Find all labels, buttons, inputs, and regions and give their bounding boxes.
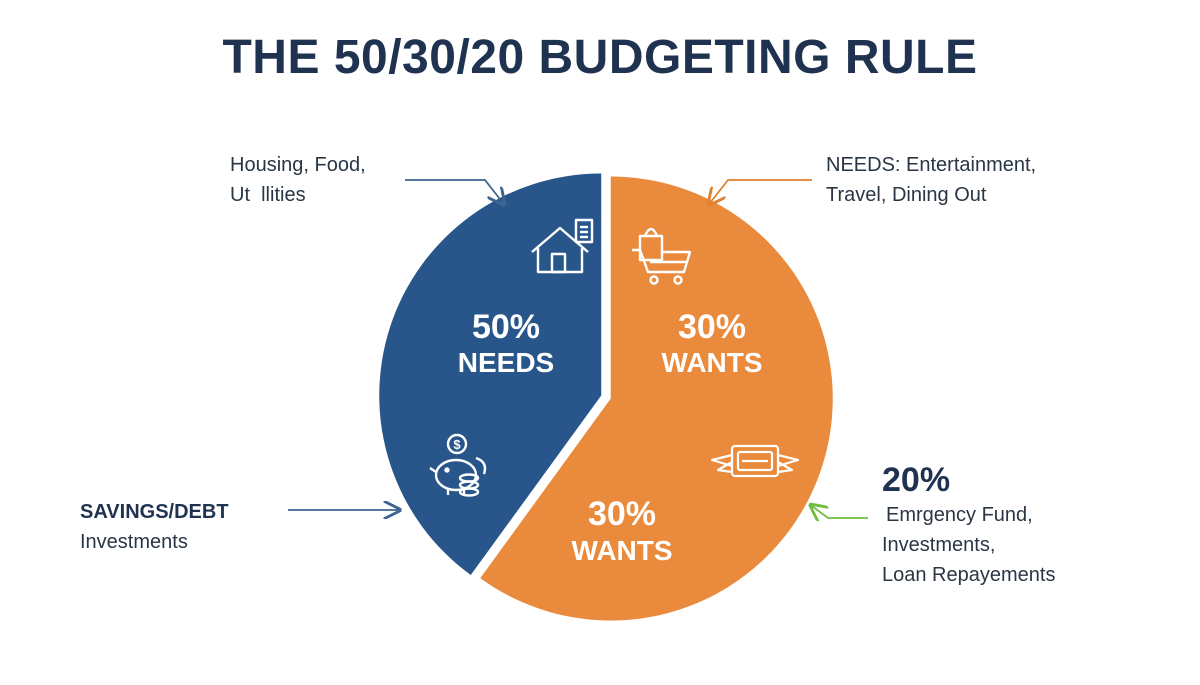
shopping-cart-icon — [632, 227, 692, 285]
needs-pct-label: 50% — [472, 308, 540, 346]
annotation-bottom-right: 20% Emrgency Fund, Investments, Loan Rep… — [882, 460, 1055, 590]
house-icon — [531, 218, 594, 274]
wants-pct-label-bottom: 30% — [588, 495, 656, 533]
annotation-bottom-left-heading: SAVINGS/DEBT — [80, 501, 229, 523]
wants-name-label-top: WANTS — [661, 347, 762, 378]
svg-text:$: $ — [453, 437, 461, 452]
annotation-top-left-line-1: Housing, Food, — [230, 154, 366, 176]
annotation-bottom-right-line-1: Emrgency Fund, — [886, 504, 1033, 526]
arrow-top-right — [710, 179, 812, 203]
piggy-bank-icon: $ — [429, 433, 487, 497]
pie-slice-wants — [480, 176, 833, 621]
arrow-bottom-right — [812, 506, 868, 518]
annotation-bottom-left-sub: Investments — [80, 531, 188, 553]
arrow-top-left — [405, 179, 503, 203]
pie-slice-needs — [379, 173, 602, 576]
annotation-top-right-line-2: Travel, Dining Out — [826, 184, 987, 206]
wants-name-label-bottom: WANTS — [571, 535, 672, 566]
annotation-bottom-left: SAVINGS/DEBT Investments — [80, 497, 229, 557]
annotation-bottom-right-line-3: Loan Repayements — [882, 564, 1056, 586]
annotation-top-left: Housing, Food, Ut llities — [230, 150, 366, 210]
annotation-top-left-line-2: Ut llities — [230, 184, 306, 206]
wants-pct-label-top: 30% — [678, 308, 746, 346]
annotation-top-right-line-1: NEEDS: Entertainment, — [826, 154, 1037, 176]
page-title: THE 50/30/20 BUDGETING RULE — [222, 31, 978, 84]
needs-name-label: NEEDS — [458, 347, 554, 378]
annotation-top-right: NEEDS: Entertainment, Travel, Dining Out — [826, 150, 1036, 210]
annotation-bottom-right-line-2: Investments, — [882, 534, 996, 556]
annotation-bottom-right-pct: 20% — [882, 461, 951, 499]
ticket-icon — [710, 444, 800, 478]
